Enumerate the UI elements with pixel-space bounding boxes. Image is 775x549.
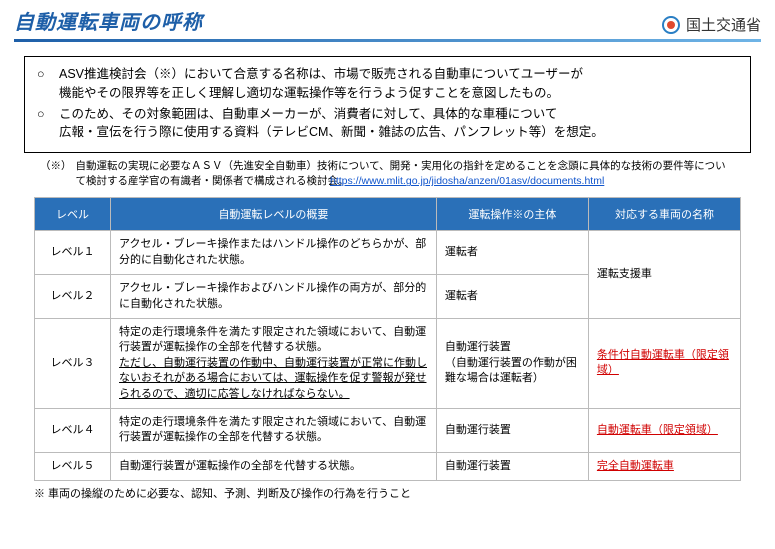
page-title: 自動運転車両の呼称 <box>14 6 203 35</box>
cell-subj-3: 自動運行装置 （自動運行装置の作動が困難な場合は運転者） <box>436 319 588 409</box>
bullet-1: ○ <box>37 65 51 103</box>
header-bar: 自動運転車両の呼称 国土交通省 <box>0 0 775 35</box>
title-underline <box>14 39 761 42</box>
th-desc: 自動運転レベルの概要 <box>111 198 437 231</box>
intro-text-2: このため、その対象範囲は、自動車メーカーが、消費者に対して、具体的な車種について… <box>59 105 604 143</box>
note-marker: （※） <box>40 159 72 189</box>
cell-subj-4: 自動運行装置 <box>436 408 588 452</box>
intro-box: ○ ASV推進検討会（※）において合意する名称は、市場で販売される自動車について… <box>24 56 751 153</box>
cell-level-1: レベル１ <box>35 231 111 275</box>
cell-level-2: レベル２ <box>35 275 111 319</box>
table-row: レベル１ アクセル・ブレーキ操作またはハンドル操作のどちらかが、部分的に自動化さ… <box>35 231 741 275</box>
th-subj: 運転操作※の主体 <box>436 198 588 231</box>
cell-name-12: 運転支援車 <box>588 231 740 319</box>
cell-desc-3: 特定の走行環境条件を満たす限定された領域において、自動運行装置が運転操作の全部を… <box>111 319 437 409</box>
cell-level-4: レベル４ <box>35 408 111 452</box>
cell-desc-2: アクセル・ブレーキ操作およびハンドル操作の両方が、部分的に自動化された状態。 <box>111 275 437 319</box>
table-header-row: レベル 自動運転レベルの概要 運転操作※の主体 対応する車両の名称 <box>35 198 741 231</box>
th-level: レベル <box>35 198 111 231</box>
table-row: レベル４ 特定の走行環境条件を満たす限定された領域において、自動運行装置が運転操… <box>35 408 741 452</box>
cell-subj-2: 運転者 <box>436 275 588 319</box>
cell-desc-1: アクセル・ブレーキ操作またはハンドル操作のどちらかが、部分的に自動化された状態。 <box>111 231 437 275</box>
cell-name-3: 条件付自動運転車（限定領域） <box>588 319 740 409</box>
intro-item-1: ○ ASV推進検討会（※）において合意する名称は、市場で販売される自動車について… <box>37 65 738 103</box>
cell-level-3: レベル３ <box>35 319 111 409</box>
table-row: レベル５ 自動運行装置が運転操作の全部を代替する状態。 自動運行装置 完全自動運… <box>35 452 741 480</box>
cell-subj-5: 自動運行装置 <box>436 452 588 480</box>
cell-desc-5: 自動運行装置が運転操作の全部を代替する状態。 <box>111 452 437 480</box>
cell-desc-4: 特定の走行環境条件を満たす限定された領域において、自動運行装置が運転操作の全部を… <box>111 408 437 452</box>
table-row: レベル３ 特定の走行環境条件を満たす限定された領域において、自動運行装置が運転操… <box>35 319 741 409</box>
cell-name-5: 完全自動運転車 <box>588 452 740 480</box>
cell-level-5: レベル５ <box>35 452 111 480</box>
levels-table: レベル 自動運転レベルの概要 運転操作※の主体 対応する車両の名称 レベル１ ア… <box>34 197 741 481</box>
bullet-2: ○ <box>37 105 51 143</box>
table-footnote: ※ 車両の操縦のために必要な、認知、予測、判断及び操作の行為を行うこと <box>34 485 741 501</box>
intro-item-2: ○ このため、その対象範囲は、自動車メーカーが、消費者に対して、具体的な車種につ… <box>37 105 738 143</box>
ministry-logo-icon <box>662 16 680 34</box>
cell-subj-1: 運転者 <box>436 231 588 275</box>
cell-name-4: 自動運転車（限定領域） <box>588 408 740 452</box>
ministry-label: 国土交通省 <box>662 14 761 35</box>
ministry-name: 国土交通省 <box>686 14 761 35</box>
intro-text-1: ASV推進検討会（※）において合意する名称は、市場で販売される自動車についてユー… <box>59 65 583 103</box>
th-name: 対応する車両の名称 <box>588 198 740 231</box>
